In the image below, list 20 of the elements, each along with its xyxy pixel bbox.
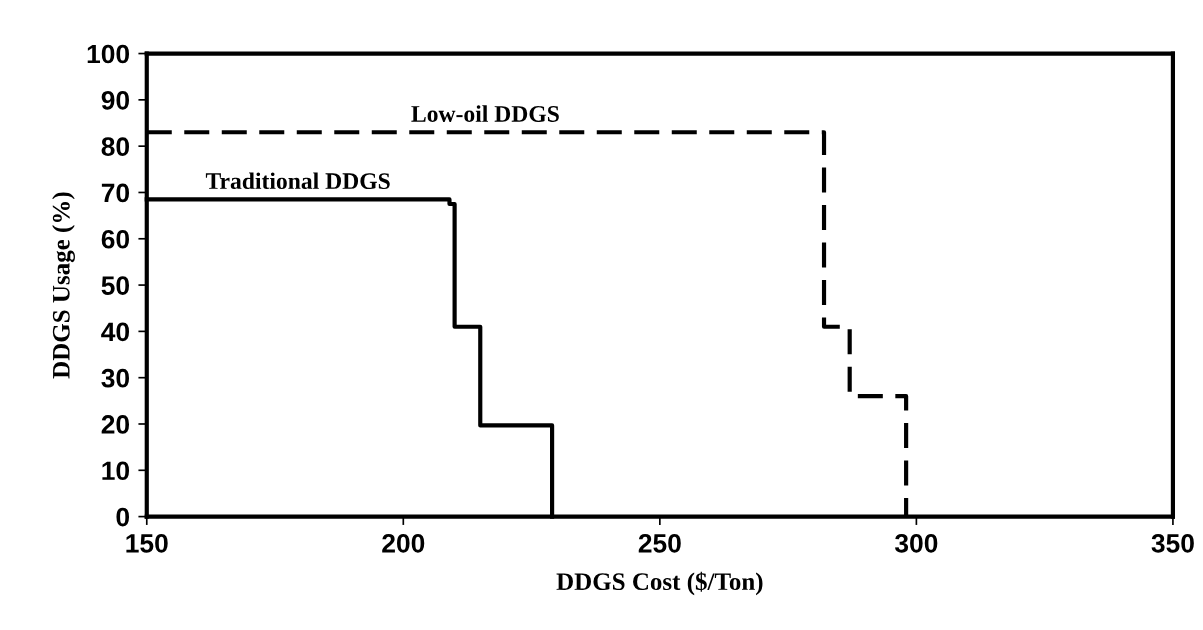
y-tick-label: 100 — [87, 44, 130, 64]
x-tick-label: 200 — [382, 533, 425, 553]
y-tick-label: 60 — [101, 229, 130, 249]
y-tick-label: 70 — [101, 183, 130, 203]
y-tick-label: 50 — [101, 276, 130, 295]
y-tick-label: 0 — [116, 507, 130, 527]
y-tick-label: 80 — [101, 137, 130, 156]
y-tick-label: 30 — [101, 368, 130, 388]
x-tick-label: 150 — [126, 533, 168, 553]
x-tick-label: 300 — [894, 533, 938, 553]
y-tick-label: 20 — [101, 415, 130, 434]
y-tick-label: 10 — [102, 461, 130, 481]
y-tick-label: 90 — [101, 90, 130, 110]
y-axis-title: DDGS Usage (%) — [52, 192, 75, 379]
series-label: Traditional DDGS — [205, 172, 390, 190]
x-tick-label: 250 — [638, 533, 681, 553]
x-tick-label: 350 — [1151, 533, 1194, 553]
x-axis-title: DDGS Cost ($/Ton) — [556, 571, 763, 596]
y-tick-label: 40 — [101, 322, 130, 342]
series-label: Low-oil DDGS — [411, 105, 559, 122]
